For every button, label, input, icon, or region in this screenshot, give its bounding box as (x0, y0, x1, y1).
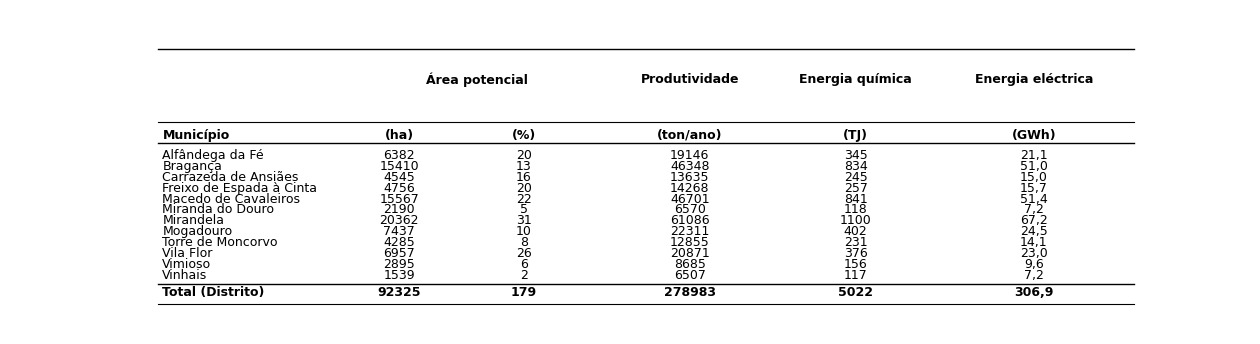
Text: Mogadouro: Mogadouro (163, 225, 233, 238)
Text: 20: 20 (515, 149, 532, 162)
Text: 51,4: 51,4 (1021, 193, 1048, 206)
Text: 22: 22 (515, 193, 532, 206)
Text: Freixo de Espada à Cinta: Freixo de Espada à Cinta (163, 182, 318, 195)
Text: 5: 5 (519, 203, 528, 216)
Text: 22311: 22311 (670, 225, 709, 238)
Text: 117: 117 (844, 269, 868, 282)
Text: 15,0: 15,0 (1021, 171, 1048, 184)
Text: 306,9: 306,9 (1014, 287, 1053, 299)
Text: 15410: 15410 (379, 160, 420, 173)
Text: 7,2: 7,2 (1024, 203, 1043, 216)
Text: 834: 834 (844, 160, 868, 173)
Text: 179: 179 (510, 287, 537, 299)
Text: (%): (%) (512, 129, 536, 142)
Text: 14,1: 14,1 (1021, 236, 1048, 249)
Text: 7437: 7437 (383, 225, 415, 238)
Text: 2190: 2190 (383, 203, 415, 216)
Text: 402: 402 (844, 225, 868, 238)
Text: 21,1: 21,1 (1021, 149, 1048, 162)
Text: Macedo de Cavaleiros: Macedo de Cavaleiros (163, 193, 300, 206)
Text: 8: 8 (519, 236, 528, 249)
Text: 257: 257 (844, 182, 868, 195)
Text: 20362: 20362 (379, 214, 418, 227)
Text: 92325: 92325 (378, 287, 421, 299)
Text: 2895: 2895 (383, 258, 415, 271)
Text: (GWh): (GWh) (1012, 129, 1056, 142)
Text: Produtividade: Produtividade (640, 73, 738, 86)
Text: 9,6: 9,6 (1024, 258, 1043, 271)
Text: 841: 841 (844, 193, 868, 206)
Text: 20: 20 (515, 182, 532, 195)
Text: 15567: 15567 (379, 193, 420, 206)
Text: (ha): (ha) (384, 129, 413, 142)
Text: 13: 13 (515, 160, 532, 173)
Text: 23,0: 23,0 (1021, 247, 1048, 260)
Text: Miranda do Douro: Miranda do Douro (163, 203, 275, 216)
Text: Vinhais: Vinhais (163, 269, 208, 282)
Text: 12855: 12855 (670, 236, 709, 249)
Text: 6507: 6507 (674, 269, 706, 282)
Text: Área potencial: Área potencial (426, 73, 528, 87)
Text: Vila Flor: Vila Flor (163, 247, 213, 260)
Text: 6382: 6382 (383, 149, 415, 162)
Text: 376: 376 (844, 247, 868, 260)
Text: 4545: 4545 (383, 171, 415, 184)
Text: 16: 16 (515, 171, 532, 184)
Text: Bragança: Bragança (163, 160, 222, 173)
Text: 278983: 278983 (664, 287, 716, 299)
Text: Carrazeda de Ansiães: Carrazeda de Ansiães (163, 171, 299, 184)
Text: 2: 2 (519, 269, 528, 282)
Text: 245: 245 (844, 171, 868, 184)
Text: 345: 345 (844, 149, 868, 162)
Text: Vimioso: Vimioso (163, 258, 212, 271)
Text: Mirandela: Mirandela (163, 214, 224, 227)
Text: 6: 6 (519, 258, 528, 271)
Text: 4285: 4285 (383, 236, 415, 249)
Text: 26: 26 (515, 247, 532, 260)
Text: 51,0: 51,0 (1021, 160, 1048, 173)
Text: Alfândega da Fé: Alfândega da Fé (163, 149, 265, 162)
Text: 6957: 6957 (383, 247, 415, 260)
Text: (ton/ano): (ton/ano) (656, 129, 722, 142)
Text: 7,2: 7,2 (1024, 269, 1043, 282)
Text: 46348: 46348 (670, 160, 709, 173)
Text: Torre de Moncorvo: Torre de Moncorvo (163, 236, 278, 249)
Text: Energia eléctrica: Energia eléctrica (975, 73, 1094, 86)
Text: 156: 156 (844, 258, 868, 271)
Text: 19146: 19146 (670, 149, 709, 162)
Text: 61086: 61086 (670, 214, 709, 227)
Text: 14268: 14268 (670, 182, 709, 195)
Text: 20871: 20871 (670, 247, 709, 260)
Text: 1539: 1539 (383, 269, 415, 282)
Text: 8685: 8685 (674, 258, 706, 271)
Text: 15,7: 15,7 (1021, 182, 1048, 195)
Text: 231: 231 (844, 236, 868, 249)
Text: 6570: 6570 (674, 203, 706, 216)
Text: 5022: 5022 (838, 287, 873, 299)
Text: 1100: 1100 (840, 214, 872, 227)
Text: Município: Município (163, 129, 229, 142)
Text: 46701: 46701 (670, 193, 709, 206)
Text: Energia química: Energia química (799, 73, 912, 86)
Text: 67,2: 67,2 (1021, 214, 1048, 227)
Text: 13635: 13635 (670, 171, 709, 184)
Text: (TJ): (TJ) (843, 129, 868, 142)
Text: 118: 118 (844, 203, 868, 216)
Text: 31: 31 (515, 214, 532, 227)
Text: Total (Distrito): Total (Distrito) (163, 287, 265, 299)
Text: 24,5: 24,5 (1021, 225, 1048, 238)
Text: 10: 10 (515, 225, 532, 238)
Text: 4756: 4756 (383, 182, 415, 195)
